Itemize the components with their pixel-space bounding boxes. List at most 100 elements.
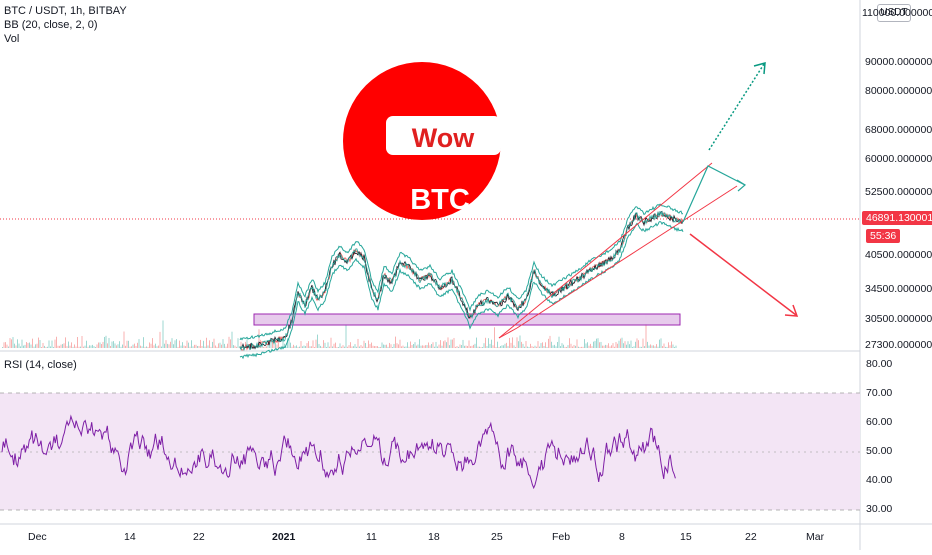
volume-bar bbox=[369, 344, 371, 348]
volume-bar bbox=[353, 346, 354, 348]
price-series-line bbox=[239, 210, 684, 351]
volume-bar bbox=[204, 346, 206, 348]
volume-bar bbox=[563, 344, 564, 348]
rsi-axis-label: 70.00 bbox=[866, 387, 893, 399]
price-axis-label: 68000.000000 bbox=[865, 124, 932, 136]
volume-bar bbox=[285, 346, 287, 348]
volume-bar bbox=[581, 346, 582, 348]
wow-badge-box bbox=[386, 116, 501, 155]
volume-bar bbox=[18, 343, 20, 348]
volume-bar bbox=[663, 343, 665, 348]
volume-bar bbox=[444, 340, 446, 348]
volume-bar bbox=[233, 345, 234, 348]
volume-bar bbox=[473, 344, 474, 348]
volume-bar bbox=[171, 338, 173, 348]
volume-bar bbox=[597, 338, 599, 348]
volume-bar bbox=[368, 340, 369, 348]
volume-bar bbox=[47, 346, 48, 348]
volume-bar bbox=[320, 345, 321, 348]
volume-bar bbox=[635, 341, 636, 348]
volume-bar bbox=[83, 346, 84, 348]
volume-bar bbox=[17, 339, 18, 348]
time-axis-label: Dec bbox=[28, 531, 47, 543]
volume-bar bbox=[173, 344, 174, 348]
volume-bar bbox=[314, 346, 315, 348]
volume-bar bbox=[654, 346, 656, 348]
volume-bar bbox=[162, 320, 164, 348]
volume-bar bbox=[194, 344, 195, 348]
volume-bar bbox=[672, 344, 674, 348]
volume-bar bbox=[219, 342, 221, 348]
volume-bar bbox=[54, 339, 56, 348]
volume-bar bbox=[207, 345, 209, 348]
volume-bar bbox=[446, 342, 447, 348]
volume-bar bbox=[384, 344, 386, 348]
volume-bar bbox=[498, 346, 500, 348]
volume-bar bbox=[125, 345, 126, 348]
volume-bar bbox=[132, 344, 134, 348]
volume-bar bbox=[491, 339, 492, 348]
volume-bar bbox=[566, 346, 567, 348]
legend-bb[interactable]: BB (20, close, 2, 0) bbox=[4, 19, 98, 31]
volume-bar bbox=[96, 344, 98, 348]
volume-bar bbox=[657, 346, 659, 348]
volume-bar bbox=[201, 346, 203, 348]
volume-bar bbox=[410, 341, 411, 348]
volume-bar bbox=[621, 337, 623, 348]
volume-bar bbox=[483, 343, 485, 348]
volume-bar bbox=[359, 346, 360, 348]
volume-bar bbox=[339, 343, 341, 348]
volume-bar bbox=[366, 346, 368, 348]
volume-bar bbox=[504, 343, 506, 348]
time-axis-label: 25 bbox=[491, 531, 503, 543]
volume-bar bbox=[453, 337, 455, 348]
volume-bar bbox=[347, 346, 348, 348]
volume-bar bbox=[215, 345, 216, 348]
time-axis-label: 22 bbox=[745, 531, 757, 543]
volume-bar bbox=[464, 345, 465, 348]
volume-bar bbox=[554, 344, 555, 348]
rsi-band bbox=[0, 393, 860, 510]
rsi-line[interactable] bbox=[1, 414, 676, 490]
volume-bar bbox=[188, 342, 189, 348]
volume-bar bbox=[576, 339, 578, 348]
volume-bar bbox=[99, 342, 101, 348]
volume-bar bbox=[77, 337, 78, 348]
volume-bar bbox=[449, 345, 450, 348]
volume-bar bbox=[375, 346, 377, 348]
currency-button[interactable]: USDT bbox=[877, 4, 911, 22]
volume-bar bbox=[660, 338, 662, 348]
volume-bar bbox=[632, 346, 633, 348]
volume-bar bbox=[575, 345, 576, 348]
volume-bar bbox=[326, 346, 327, 348]
volume-bar bbox=[423, 345, 425, 348]
volume-bar bbox=[329, 346, 330, 348]
volume-bar bbox=[108, 337, 110, 348]
volume-bar bbox=[129, 346, 131, 348]
legend-symbol[interactable]: BTC / USDT, 1h, BITBAY bbox=[4, 5, 127, 17]
volume-bar bbox=[461, 345, 462, 348]
volume-bar bbox=[578, 346, 579, 348]
volume-bar bbox=[237, 338, 239, 348]
legend-rsi[interactable]: RSI (14, close) bbox=[4, 359, 77, 371]
volume-bar bbox=[350, 342, 351, 348]
arrow-down[interactable] bbox=[689, 233, 797, 316]
legend-vol[interactable]: Vol bbox=[4, 33, 20, 45]
volume-bar bbox=[648, 345, 650, 348]
price-axis-label: 40500.000000 bbox=[865, 249, 932, 261]
channel-upper[interactable] bbox=[498, 162, 713, 339]
volume-bar bbox=[239, 346, 240, 348]
projection-path[interactable] bbox=[682, 165, 746, 223]
volume-bar bbox=[224, 343, 225, 348]
channel-lower-ref[interactable] bbox=[516, 185, 738, 329]
arrow-up[interactable] bbox=[708, 63, 765, 151]
volume-bar bbox=[68, 341, 69, 348]
volume-bar bbox=[269, 344, 270, 348]
volume-bar bbox=[318, 343, 320, 348]
volume-bar bbox=[614, 346, 615, 348]
volume-bar bbox=[180, 345, 182, 348]
volume-bar bbox=[414, 342, 416, 348]
price-series-line bbox=[239, 210, 684, 350]
